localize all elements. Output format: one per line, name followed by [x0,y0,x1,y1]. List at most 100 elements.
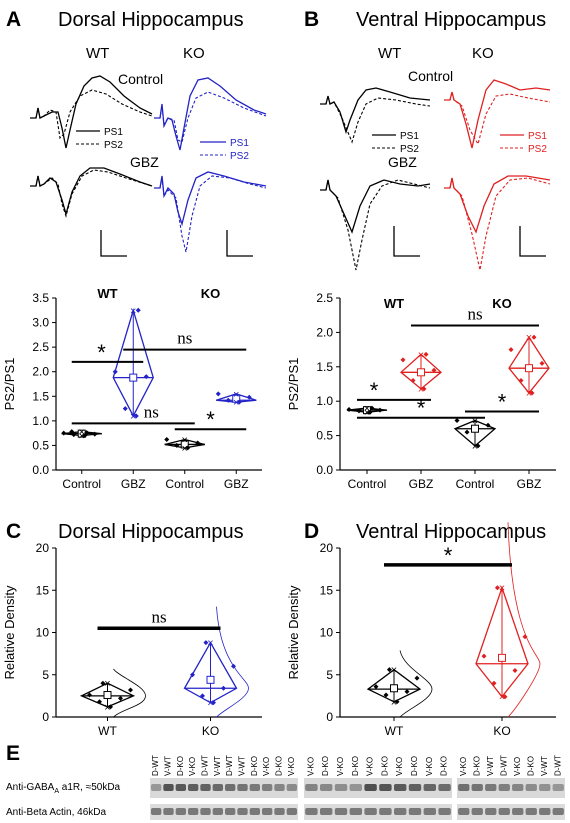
group-label: WT [97,286,117,301]
band-actin [525,808,537,815]
trace-label-ko-b: KO [472,45,494,62]
data-point [61,430,67,436]
trace-ko-control-ps1 [154,77,267,151]
trace-wt-gbz-ps2 [30,169,153,218]
scale-bar-wt-a [100,230,127,257]
x-tick-label: WT [98,724,117,738]
y-tick-label: 0 [326,710,333,724]
data-point [475,443,481,449]
data-point [174,442,180,448]
blot-membrane-gaba [150,778,298,798]
trace-label-control-b: Control [408,68,453,84]
data-point [386,667,392,673]
band-gaba [525,784,537,791]
band-gaba [408,784,422,791]
band-actin [286,808,298,815]
data-point [491,680,497,686]
panel-letter-b: B [304,8,319,31]
data-point [164,437,170,443]
trace-label-gbz-a: GBZ [130,154,159,170]
data-point [346,406,352,412]
panel-letter-d: D [304,520,319,543]
lane-label: V-WT [540,756,549,776]
band-actin [224,808,236,815]
band-actin [552,808,564,815]
y-tick-label: 2.5 [316,291,333,305]
legend-ps1-wt-a: PS1 [104,127,123,138]
lane-label: V-KO [188,757,197,776]
data-point [431,367,437,373]
min-marker: × [130,411,136,423]
data-point [454,417,460,423]
mean-marker [417,368,425,377]
max-marker: × [130,305,136,317]
chart-b-ps2-ps1: 0.0 0.5 1.0 1.5 2.0 2.5 PS2/PS1 Control GBZ Contr… [286,291,556,491]
blot-membrane-actin [457,804,565,820]
y-axis-label: PS2/PS1 [286,358,301,411]
band-actin [334,808,348,815]
max-marker: × [526,332,532,344]
max-marker: × [79,427,85,439]
band-gaba [498,784,510,791]
max-marker: × [104,678,110,690]
lane-label: D-WT [499,755,508,776]
legend-ps2-ko-a: PS2 [230,151,249,162]
lane-label: V-KO [459,757,468,776]
band-actin [498,808,510,815]
data-point [246,394,252,400]
data-point [108,704,113,710]
density-curve [113,668,146,718]
mean-marker [525,364,533,373]
trace-wt-control-ps1 [30,75,153,149]
band-gaba [539,784,551,791]
band-gaba [163,784,174,791]
min-marker: × [499,692,505,704]
significance-label: * [370,378,379,403]
x-tick-label: WT [385,724,404,738]
density-curve [399,650,433,718]
blot-row1-label: Anti-GABAA a1R, ≈50kDa [6,782,121,795]
min-marker: × [104,702,110,714]
band-actin [423,808,437,815]
y-tick-label: 0.5 [32,438,49,452]
min-marker: × [472,441,478,453]
chart-c-relative-density: 0 5 10 15 20 Relative Density WT KO × × × × ns [2,541,262,738]
legend-ps1-ko-a: PS1 [230,138,249,149]
x-tick-label: Control [456,477,495,491]
y-tick-label: 20 [320,541,334,555]
trace-ko-gbz-ps2-b [444,177,551,271]
band-actin [150,808,162,815]
data-point [494,585,500,591]
significance-label: * [498,390,507,415]
lane-label: D-KO [351,756,360,776]
max-marker: × [207,638,213,650]
data-point [369,405,375,411]
mean-marker [180,440,189,449]
data-point [211,700,216,706]
data-point [87,692,92,698]
data-point [367,409,373,415]
lane-label: D-KO [440,756,449,776]
significance-label: ns [177,329,192,348]
max-marker: × [364,403,370,415]
band-gaba [224,784,236,791]
data-point [531,334,537,340]
x-tick-label: KO [202,724,219,738]
diamond-box [366,668,422,703]
band-gaba [305,784,318,791]
chart-a-ps2-ps1: 0.0 0.5 1.0 1.5 2.0 2.5 3.0 3.5 PS2/PS1 Control GB… [2,286,262,491]
data-point [481,653,487,659]
band-gaba [471,784,483,791]
trace-wt-control-ps2-b [320,95,431,144]
panel-title-d: Ventral Hippocampus [356,521,546,543]
data-point [195,440,201,446]
lane-label: D-KO [526,756,535,776]
chart-d-relative-density: 0 5 10 15 20 Relative Density WT KO × × × × * [286,522,556,738]
min-marker: × [391,697,397,709]
diamond-box [508,336,550,394]
lane-label: V-WT [213,756,222,776]
trace-label-gbz-b: GBZ [388,154,417,170]
y-tick-label: 0.0 [316,463,333,477]
mean-marker [232,394,241,403]
band-actin [408,808,422,815]
